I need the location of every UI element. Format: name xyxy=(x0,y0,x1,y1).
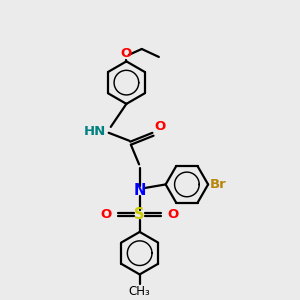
Text: S: S xyxy=(134,207,145,222)
Text: HN: HN xyxy=(83,125,106,138)
Text: N: N xyxy=(134,183,146,198)
Text: O: O xyxy=(121,47,132,60)
Text: O: O xyxy=(168,208,179,221)
Text: Br: Br xyxy=(210,178,227,191)
Text: O: O xyxy=(154,120,166,133)
Text: O: O xyxy=(100,208,112,221)
Text: CH₃: CH₃ xyxy=(129,285,151,298)
